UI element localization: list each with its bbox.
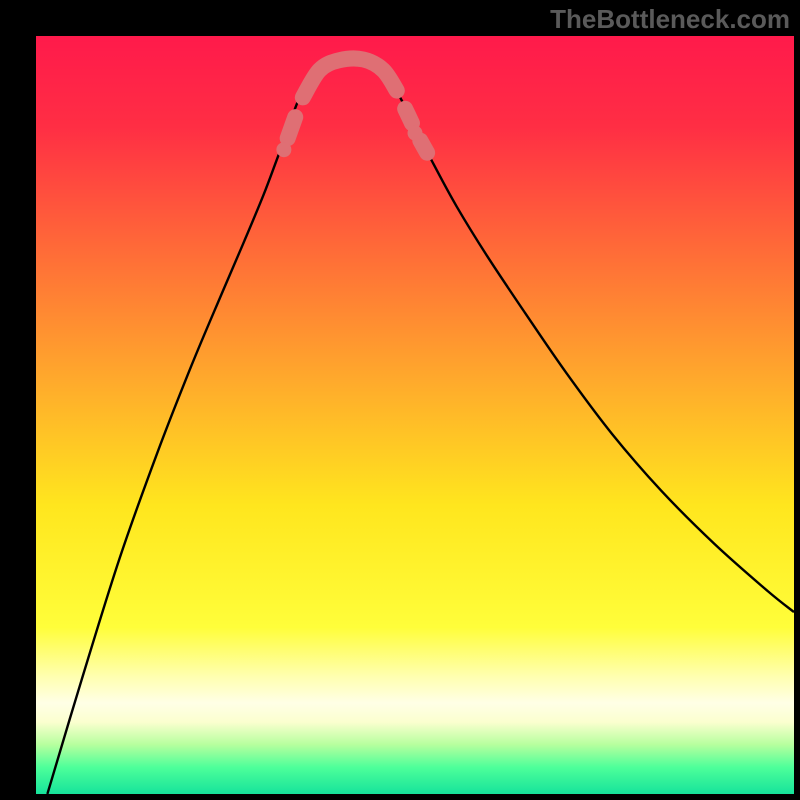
gradient-background [36,36,794,794]
band-segment [420,141,427,153]
band-dot [276,142,291,157]
band-dot [408,126,423,141]
band-segment [288,117,296,138]
plot-svg [36,36,794,794]
plot-frame [36,36,794,794]
watermark-text: TheBottleneck.com [550,4,790,35]
band-segment [405,109,412,123]
